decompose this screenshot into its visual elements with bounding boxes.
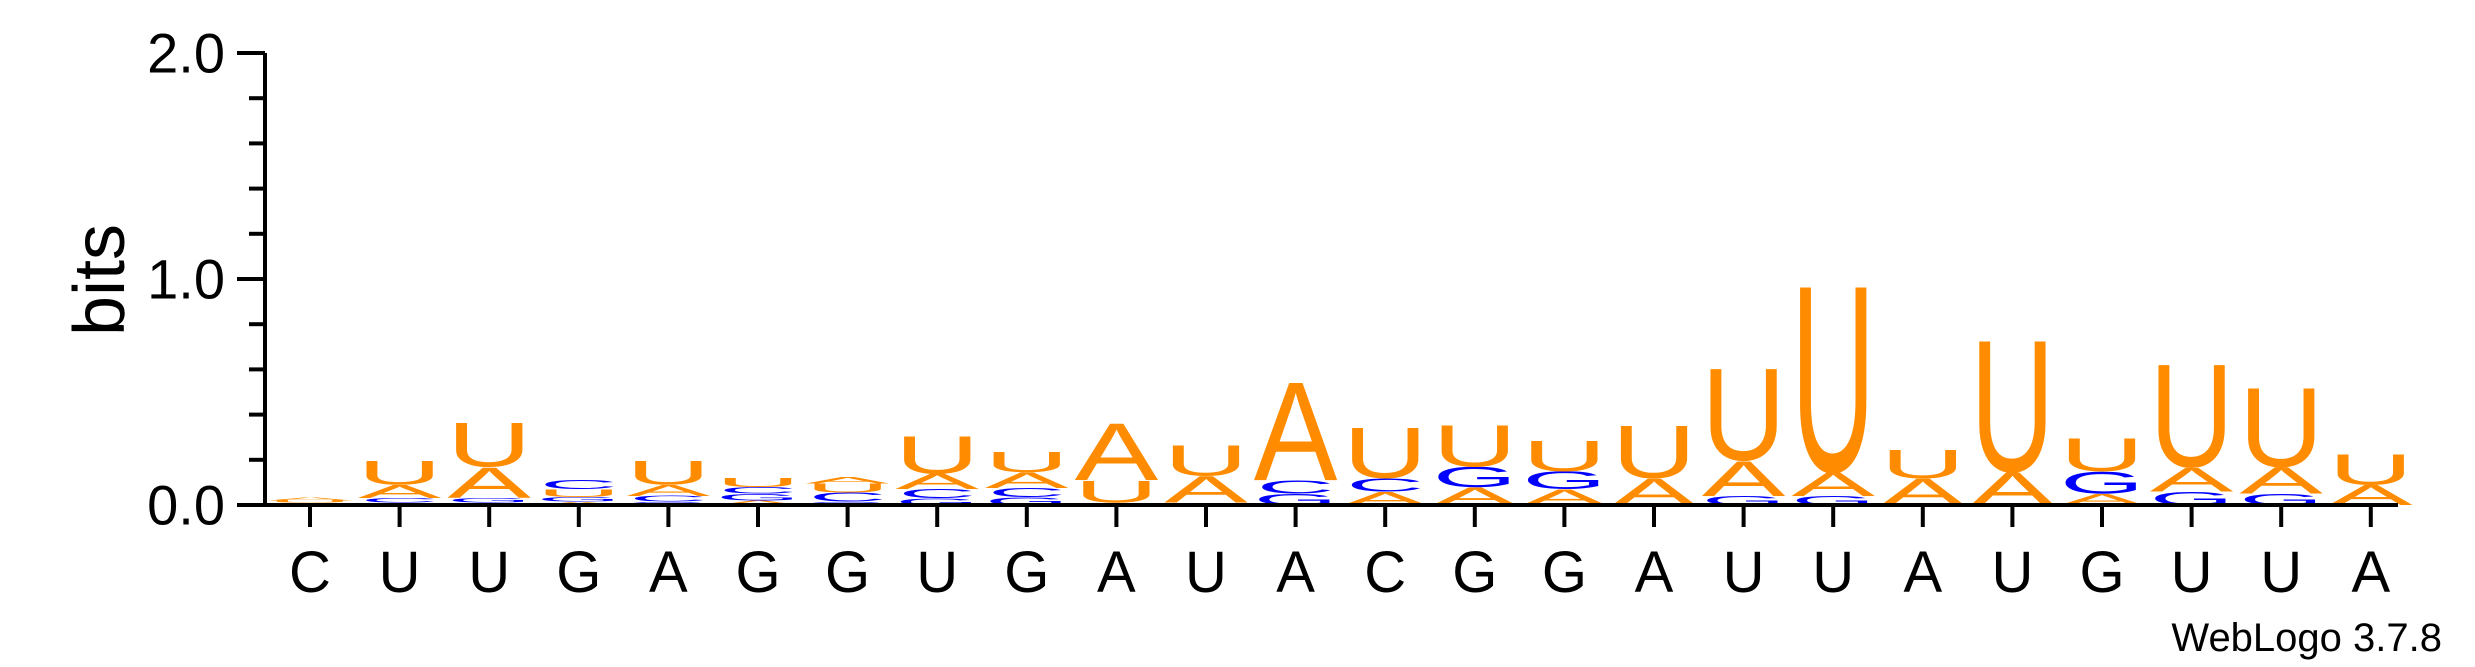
logo-letter-A: A [1075,407,1159,498]
logo-letter-U: U [1343,412,1427,493]
logo-letter-U: U [716,476,800,490]
logo-letter-A: A [447,458,531,507]
x-tick-label: A [1097,540,1136,605]
logo-letter-U: U [895,426,979,485]
logo-letter-A: A [268,496,352,501]
y-ticks: 0.0 1.0 2.0 [147,22,265,537]
logo-letter-C: C [988,486,1066,500]
logo-letter-A: A [1702,451,1786,507]
logo-letter-C: C [898,487,976,501]
logo-letter-C: C [361,497,439,504]
logo-letter-U: U [1612,410,1696,494]
logo-letter-G: G [716,492,800,502]
logo-letter-G: G [1433,461,1517,493]
logo-letter-A: A [985,469,1069,493]
logo-letter-U: U [447,410,531,480]
y-tick-label: 2.0 [147,22,225,85]
x-tick-label: C [289,540,331,605]
logo-letter-G: G [537,496,621,503]
logo-letter-G: G [895,497,979,507]
x-tick-label: U [916,540,958,605]
x-tick-label: G [2079,540,2124,605]
y-tick-label: 1.0 [147,248,225,311]
logo-letter-C: C [809,490,887,504]
logo-letter-C: C [540,478,618,492]
x-tick-label: U [468,540,510,605]
x-tick-label: A [1903,540,1942,605]
logo-letter-A: A [895,470,979,494]
x-tick-label: G [1542,540,1587,605]
logo-letter-U: U [1791,230,1875,528]
x-tick-label: G [735,540,780,605]
logo-letter-C: C [630,495,708,504]
logo-letter-U: U [1970,302,2054,512]
logo-letter-C: C [719,485,797,495]
logo-letter-A: A [806,475,891,485]
y-axis-label: bits [60,224,140,336]
x-tick-label: U [1991,540,2033,605]
weblogo-credit: WebLogo 3.7.8 [2171,616,2442,660]
logo-letter-U: U [1164,436,1248,485]
logo-letter-A: A [358,481,442,502]
logo-letter-U: U [357,454,441,493]
x-tick-label: U [1723,540,1765,605]
logo-letter-A: A [1254,353,1338,511]
logo-letter-U: U [2149,335,2233,499]
logo-letter-A: A [1791,465,1876,503]
x-tick-label: A [1635,540,1674,605]
logo-stacks: CUAGCAUCGAUAGUCGCAUAGCUGCUAGCAUGCAUGUAGA… [268,230,2413,528]
logo-letter-U: U [626,454,710,493]
x-tick-label: A [649,540,688,605]
logo-letter-U: U [1433,413,1517,480]
logo-letter-U: U [1701,341,1785,488]
logo-letter-A: A [716,499,801,506]
x-tick-label: G [1004,540,1049,605]
logo-letter-U: U [268,500,352,503]
x-tick-label: C [1364,540,1406,605]
x-tick-label: G [1452,540,1497,605]
logo-letter-C: C [1346,475,1424,496]
logo-letter-G: G [2060,465,2144,500]
x-tick-label: G [556,540,601,605]
logo-letter-U: U [537,487,621,499]
logo-letter-U: U [985,447,1069,479]
x-tick-label: U [379,540,421,605]
logo-letter-U: U [2060,428,2144,481]
x-tick-label: U [2260,540,2302,605]
logo-letter-U: U [1881,441,1965,487]
x-tick-label: G [825,540,870,605]
logo-letter-G: G [1523,466,1607,494]
x-tick-label: U [2171,540,2213,605]
logo-letter-A: A [627,482,711,500]
x-tick-label: U [1185,540,1227,605]
logo-letter-U: U [805,481,889,495]
logo-letter-C: C [1257,477,1335,498]
x-tick-label: A [2351,540,2390,605]
x-tick-label: U [1812,540,1854,605]
x-tick-label: A [1276,540,1315,605]
logo-letter-A: A [2239,460,2323,502]
logo-letter-U: U [1522,431,1606,480]
logo-letter-G: G [447,497,531,504]
logo-letter-A: A [2150,461,2235,499]
y-tick-label: 0.0 [147,474,225,537]
logo-letter-U: U [2329,445,2413,494]
logo-letter-U: U [2239,365,2323,491]
